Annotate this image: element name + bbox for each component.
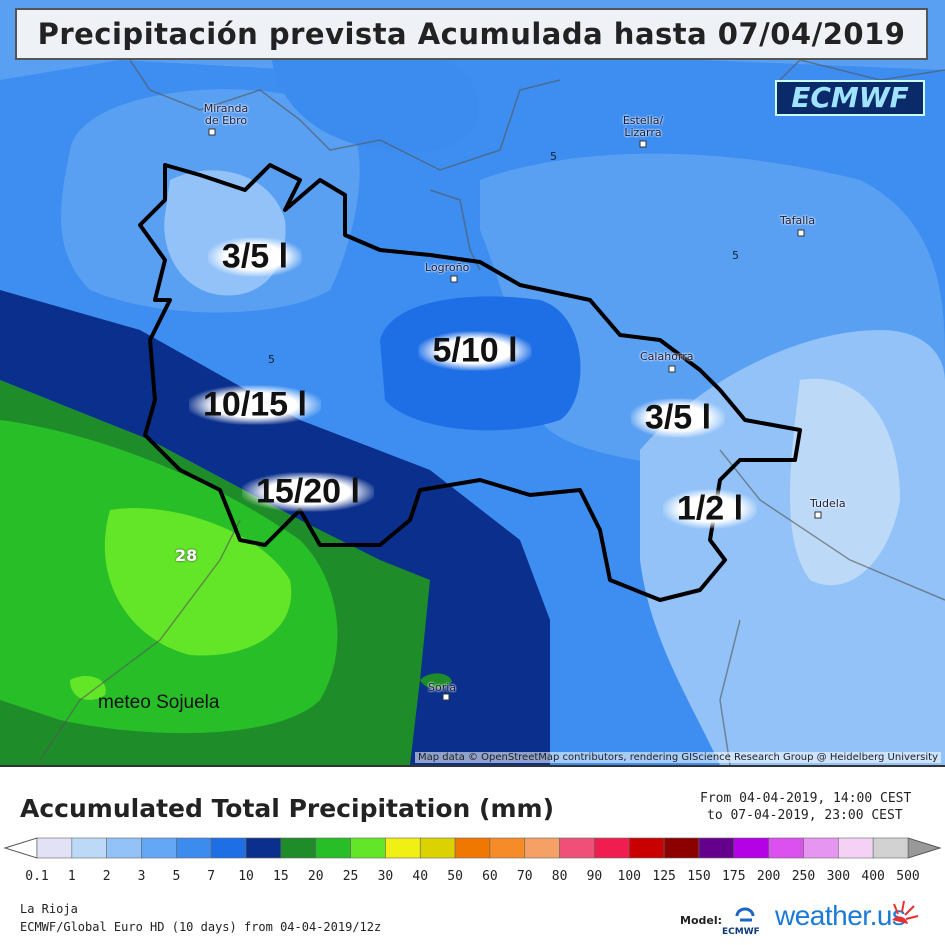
colorbar-swatch — [803, 837, 839, 859]
colorbar-swatch — [872, 837, 909, 859]
colorbar-swatch — [71, 837, 107, 859]
colorbar-swatch — [594, 837, 630, 859]
colorbar-swatch — [106, 837, 142, 859]
colorbar-swatch — [210, 837, 247, 859]
colorbar-tick-label: 400 — [861, 869, 884, 884]
model-logo: ECMWF — [722, 927, 760, 937]
colorbar-swatch — [141, 837, 177, 859]
place-label: Soria — [428, 681, 457, 694]
area-mid — [270, 30, 480, 152]
place-label: Estella/ Lizarra — [622, 114, 664, 139]
colorbar-tick-label: 7 — [207, 869, 215, 884]
contour-label: 5 — [550, 150, 557, 163]
brand: weather.us — [775, 900, 906, 931]
amount-label: 15/20 l — [242, 472, 374, 512]
place-label: Calahorra — [640, 350, 694, 363]
colorbar-tick-label: 200 — [757, 869, 780, 884]
place-label: Tudela — [810, 497, 846, 510]
model-logo-icon — [735, 907, 755, 922]
colorbar-swatch — [454, 837, 491, 859]
colorbar-tick-label: 15 — [273, 869, 289, 884]
title: Precipitación prevista Acumulada hasta 0… — [15, 8, 928, 60]
place-label: Logroño — [425, 261, 470, 274]
colorbar-swatch — [838, 837, 874, 859]
watermark: meteo Sojuela — [98, 692, 220, 713]
divider — [0, 765, 945, 767]
colorbar-tick-label: 500 — [896, 869, 919, 884]
colorbar-swatch — [698, 837, 735, 859]
colorbar-tick-label: 0.1 — [25, 869, 48, 884]
amount-label: 1/2 l — [662, 489, 758, 529]
place-label: Tafalla — [780, 214, 816, 227]
colorbar-swatch — [245, 837, 282, 859]
colorbar-swatch — [663, 837, 700, 859]
colorbar-swatch — [768, 837, 804, 859]
contour-label: 5 — [732, 249, 739, 262]
colorbar-swatch — [419, 837, 456, 859]
amount-label: 10/15 l — [189, 385, 321, 425]
model-label: Model: — [680, 914, 723, 927]
colorbar-tick-label: 175 — [722, 869, 745, 884]
colorbar-swatch — [176, 837, 212, 859]
borders — [39, 59, 945, 765]
colorbar-swatch — [733, 837, 769, 859]
colorbar-tick-label: 2 — [103, 869, 111, 884]
colorbar-arrow — [907, 837, 942, 859]
colorbar-tick-label: 10 — [238, 869, 254, 884]
map — [0, 0, 945, 765]
colorbar-tick-label: 40 — [412, 869, 428, 884]
area-green-dark — [420, 673, 452, 689]
colorbar-tick-label: 250 — [792, 869, 815, 884]
place-markers — [208, 128, 822, 701]
colorbar-tick-label: 80 — [552, 869, 568, 884]
amount-label: 3/5 l — [207, 237, 303, 277]
contour-label: 5 — [268, 353, 275, 366]
colorbar: 0.1 1 2 3 5 7 10 15 20 25 30 40 50 60 70 80 90 100 125 150 1… — [3, 837, 942, 884]
place-label: Miranda de Ebro — [203, 102, 249, 127]
colorbar-tick-label: 150 — [687, 869, 710, 884]
amount-label: 3/5 l — [630, 398, 726, 438]
colorbar-tick-label: 70 — [517, 869, 533, 884]
colorbar-swatch — [489, 837, 526, 859]
colorbar-swatch — [524, 837, 560, 859]
legend-title: Accumulated Total Precipitation (mm) — [20, 794, 555, 823]
badge: ECMWF — [775, 80, 925, 116]
colorbar-tick-label: 25 — [343, 869, 359, 884]
colorbar-swatch — [628, 837, 665, 859]
colorbar-tick-label: 125 — [652, 869, 675, 884]
footer-region: La Rioja — [20, 902, 78, 916]
colorbar-tick-label: 20 — [308, 869, 324, 884]
colorbar-tick-label: 30 — [378, 869, 394, 884]
colorbar-tick-label: 3 — [138, 869, 146, 884]
colorbar-swatch — [385, 837, 421, 859]
area-lightest — [790, 378, 900, 586]
colorbar-swatch — [280, 837, 317, 859]
colorbar-swatch — [315, 837, 351, 859]
colorbar-tick-label: 1 — [68, 869, 76, 884]
amount-label: 5/10 l — [418, 331, 532, 371]
colorbar-tick-label: 90 — [587, 869, 603, 884]
colorbar-tick-label: 50 — [447, 869, 463, 884]
colorbar-swatch — [559, 837, 595, 859]
colorbar-tick-label: 60 — [482, 869, 498, 884]
area-green-light — [70, 675, 106, 700]
colorbar-tick-label: 300 — [827, 869, 850, 884]
legend-period: From 04-04-2019, 14:00 CEST — [700, 791, 912, 806]
colorbar-tick-label: 100 — [618, 869, 641, 884]
region-border — [138, 163, 802, 602]
attribution: Map data © OpenStreetMap contributors, r… — [415, 752, 941, 763]
area-green-light — [104, 508, 292, 656]
colorbar-swatch — [36, 837, 73, 859]
colorbar-swatch — [350, 837, 386, 859]
brand-icon — [892, 900, 919, 924]
footer-model-run: ECMWF/Global Euro HD (10 days) from 04-0… — [20, 920, 382, 934]
contour-label: 28 — [175, 546, 198, 565]
colorbar-tick-label: 5 — [172, 869, 180, 884]
colorbar-arrow — [3, 837, 38, 859]
legend-period: to 07-04-2019, 23:00 CEST — [707, 808, 903, 823]
